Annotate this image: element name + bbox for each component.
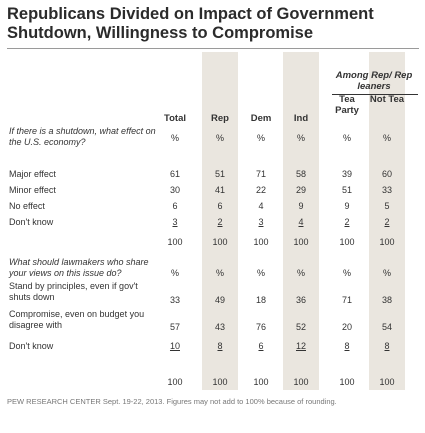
- percent-marker: %: [170, 268, 179, 278]
- percent-marker: %: [382, 133, 391, 143]
- table-cell: 76: [255, 322, 266, 332]
- table-cell: 60: [381, 169, 392, 179]
- table-cell: 2: [217, 217, 223, 227]
- total-cell: 100: [212, 377, 228, 387]
- table-cell: 6: [172, 201, 178, 211]
- total-cell: 100: [379, 377, 395, 387]
- table-cell: 4: [298, 217, 304, 227]
- table-cell: 29: [295, 185, 306, 195]
- not-tea-column-shade: [369, 52, 405, 390]
- column-header-ind: Ind: [293, 113, 309, 124]
- table-cell: 39: [341, 169, 352, 179]
- table-cell: 22: [255, 185, 266, 195]
- total-cell: 100: [293, 237, 309, 247]
- table-cell: 4: [258, 201, 264, 211]
- total-cell: 100: [253, 377, 269, 387]
- total-cell: 100: [167, 237, 183, 247]
- table-cell: 10: [169, 341, 180, 351]
- column-header-tea-party: Tea Party: [335, 94, 359, 116]
- percent-marker: %: [382, 268, 391, 278]
- row-label: Don't know: [9, 217, 54, 227]
- group-header: Among Rep/ Rep leaners: [335, 70, 413, 92]
- table-cell: 33: [381, 185, 392, 195]
- percent-marker: %: [256, 133, 265, 143]
- table-cell: 51: [214, 169, 225, 179]
- ind-column-shade: [283, 52, 319, 390]
- table-cell: 3: [258, 217, 264, 227]
- table-cell: 20: [341, 322, 352, 332]
- column-header-rep: Rep: [211, 113, 229, 124]
- percent-marker: %: [342, 268, 351, 278]
- table-cell: 49: [214, 295, 225, 305]
- rep-column-shade: [202, 52, 238, 390]
- question-2: What should lawmakers who share your vie…: [9, 257, 149, 278]
- table-cell: 61: [169, 169, 180, 179]
- column-header-not-tea: Not Tea: [369, 94, 405, 105]
- table-cell: 71: [255, 169, 266, 179]
- table-cell: 30: [169, 185, 180, 195]
- table-cell: 71: [341, 295, 352, 305]
- table-cell: 51: [341, 185, 352, 195]
- table-cell: 9: [298, 201, 304, 211]
- percent-marker: %: [215, 268, 224, 278]
- column-header-total: Total: [164, 113, 186, 124]
- source-note: PEW RESEARCH CENTER Sept. 19-22, 2013. F…: [7, 397, 337, 406]
- total-cell: 100: [212, 237, 228, 247]
- table-cell: 54: [381, 322, 392, 332]
- table-cell: 41: [214, 185, 225, 195]
- percent-marker: %: [296, 268, 305, 278]
- table-cell: 3: [172, 217, 178, 227]
- total-cell: 100: [293, 377, 309, 387]
- column-header-dem: Dem: [250, 113, 272, 124]
- table-cell: 43: [214, 322, 225, 332]
- percent-marker: %: [170, 133, 179, 143]
- table-cell: 2: [384, 217, 390, 227]
- table-cell: 57: [169, 322, 180, 332]
- total-cell: 100: [379, 237, 395, 247]
- total-cell: 100: [339, 237, 355, 247]
- table-cell: 2: [344, 217, 350, 227]
- row-label: No effect: [9, 201, 45, 211]
- total-cell: 100: [339, 377, 355, 387]
- table-cell: 38: [381, 295, 392, 305]
- row-label: Compromise, even on budget you disagree …: [9, 309, 145, 330]
- table-cell: 5: [384, 201, 390, 211]
- table-cell: 8: [384, 341, 390, 351]
- table-cell: 6: [258, 341, 264, 351]
- table-cell: 9: [344, 201, 350, 211]
- table-cell: 8: [344, 341, 350, 351]
- group-header-rule: [332, 94, 418, 95]
- table-cell: 18: [255, 295, 266, 305]
- total-cell: 100: [253, 237, 269, 247]
- percent-marker: %: [256, 268, 265, 278]
- table-cell: 58: [295, 169, 306, 179]
- total-cell: 100: [167, 377, 183, 387]
- percent-marker: %: [215, 133, 224, 143]
- row-label: Major effect: [9, 169, 56, 179]
- question-1: If there is a shutdown, what effect on t…: [9, 126, 156, 147]
- page-title: Republicans Divided on Impact of Governm…: [7, 5, 374, 42]
- table-cell: 52: [295, 322, 306, 332]
- row-label: Stand by principles, even if gov't shuts…: [9, 281, 138, 302]
- table-cell: 12: [295, 341, 306, 351]
- percent-marker: %: [342, 133, 351, 143]
- row-label: Minor effect: [9, 185, 56, 195]
- percent-marker: %: [296, 133, 305, 143]
- table-cell: 33: [169, 295, 180, 305]
- table-cell: 8: [217, 341, 223, 351]
- table-cell: 6: [217, 201, 223, 211]
- table-cell: 36: [295, 295, 306, 305]
- row-label: Don't know: [9, 341, 54, 351]
- title-divider: [7, 48, 419, 49]
